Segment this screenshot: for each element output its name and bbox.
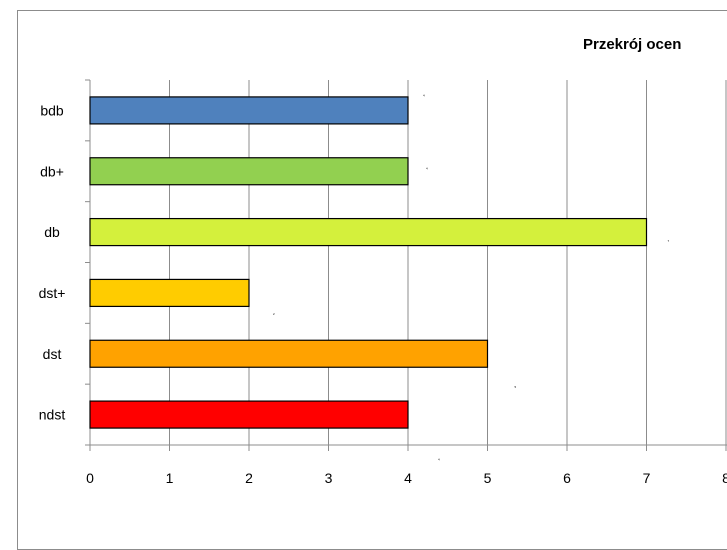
data-label-db: 7	[668, 239, 670, 243]
x-tick-label-1: 1	[166, 470, 174, 486]
chart-title: Przekrój ocen	[583, 36, 682, 53]
bar-db+	[89, 157, 409, 186]
bar-dst+	[89, 278, 250, 308]
x-tick-label-4: 4	[404, 470, 412, 486]
data-label-db+: 4	[426, 166, 428, 170]
data-label-dst+: 2	[273, 312, 275, 316]
x-tick-label-2: 2	[245, 470, 253, 486]
data-label-dst: 5	[515, 385, 517, 389]
labels: 0 1 2 3 4 5 6 7 8 bdb 4 db+ 4 db 7 dst+ 2 dst 5 ndst 4	[39, 93, 727, 486]
data-label-ndst: 4	[438, 458, 440, 462]
x-tick-label-6: 6	[563, 470, 571, 486]
axes	[85, 79, 727, 451]
bar-bdb	[89, 96, 409, 125]
grid-lines	[169, 80, 727, 445]
x-tick-label-5: 5	[484, 470, 492, 486]
category-label-ndst: ndst	[39, 407, 66, 423]
bar-dst	[89, 339, 489, 368]
category-label-db+: db+	[40, 163, 64, 179]
x-tick-label-3: 3	[325, 470, 333, 486]
bars	[89, 96, 648, 429]
category-label-dst: dst	[43, 346, 62, 362]
x-tick-label-8: 8	[722, 470, 727, 486]
bar-ndst	[89, 400, 409, 429]
bar-db	[89, 217, 648, 247]
data-label-bdb: 4	[423, 93, 425, 97]
category-label-bdb: bdb	[40, 102, 64, 118]
category-label-db: db	[44, 224, 60, 240]
x-tick-label-0: 0	[86, 470, 94, 486]
category-label-dst+: dst+	[39, 285, 66, 301]
x-tick-label-7: 7	[643, 470, 651, 486]
